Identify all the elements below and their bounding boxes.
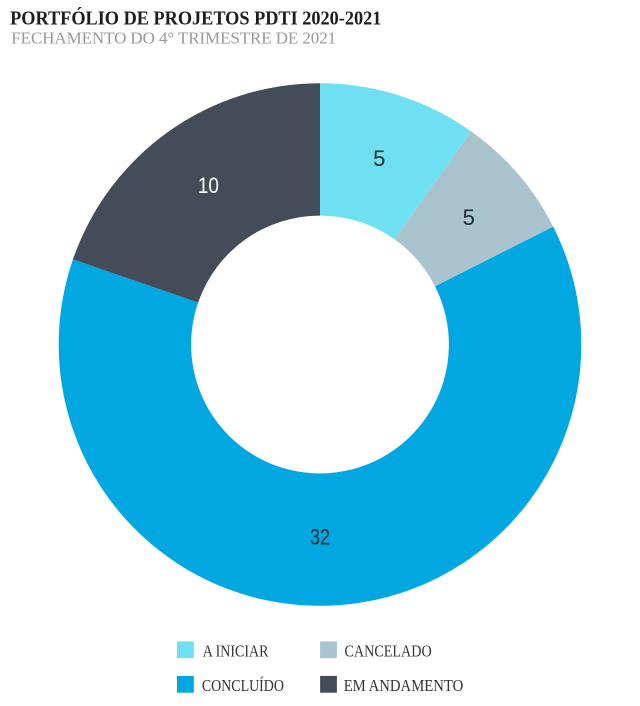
svg-text:5: 5 <box>463 205 475 230</box>
svg-text:FECHAMENTO DO 4° TRIMESTRE DE: FECHAMENTO DO 4° TRIMESTRE DE 2021 <box>11 28 336 47</box>
svg-text:PORTFÓLIO DE PROJETOS PDTI 202: PORTFÓLIO DE PROJETOS PDTI 2020-2021 <box>10 7 381 29</box>
svg-text:10: 10 <box>198 173 219 198</box>
svg-text:32: 32 <box>310 524 330 549</box>
svg-text:EM ANDAMENTO: EM ANDAMENTO <box>344 676 464 695</box>
svg-text:A INICIAR: A INICIAR <box>203 642 269 661</box>
svg-text:CONCLUÍDO: CONCLUÍDO <box>202 676 284 695</box>
svg-text:CANCELADO: CANCELADO <box>345 642 432 661</box>
svg-text:5: 5 <box>373 146 385 171</box>
